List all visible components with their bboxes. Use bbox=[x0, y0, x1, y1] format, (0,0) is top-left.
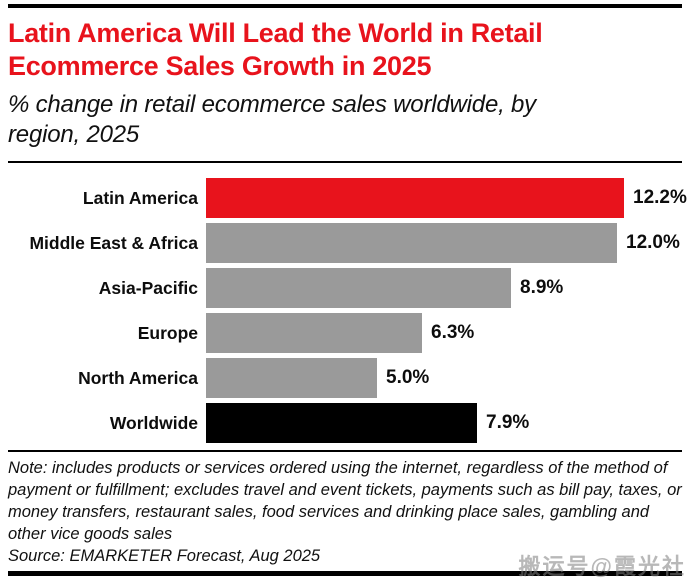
chart-row-north-america: North America 5.0% bbox=[8, 358, 690, 398]
chart-subtitle-line1: % change in retail ecommerce sales world… bbox=[8, 91, 536, 118]
bar-latin-america bbox=[206, 178, 624, 218]
category-label-europe: Europe bbox=[137, 322, 198, 343]
value-label-europe: 6.3% bbox=[431, 322, 475, 343]
value-label-worldwide: 7.9% bbox=[486, 412, 530, 433]
bar-chart: Latin America 12.2% Middle East & Africa 12… bbox=[8, 178, 690, 443]
chart-title-line2: Ecommerce Sales Growth in 2025 bbox=[8, 51, 432, 81]
bar-track-middle-east-africa: 12.0% bbox=[206, 223, 690, 263]
category-label-worldwide: Worldwide bbox=[109, 412, 198, 433]
footer-bar: 354217 EMARKETER bbox=[8, 581, 682, 585]
chart-row-worldwide: Worldwide 7.9% bbox=[8, 403, 690, 443]
chart-row-middle-east-africa: Middle East & Africa 12.0% bbox=[8, 223, 690, 263]
bar-north-america bbox=[206, 358, 377, 398]
bar-track-worldwide: 7.9% bbox=[206, 403, 690, 443]
chart-title: Latin America Will Lead the World in Ret… bbox=[8, 17, 682, 83]
chart-row-europe: Europe 6.3% bbox=[8, 313, 690, 353]
footnote-text: Note: includes products or services orde… bbox=[8, 459, 682, 543]
chart-subtitle: % change in retail ecommerce sales world… bbox=[8, 90, 682, 150]
source-text: Source: EMARKETER Forecast, Aug 2025 bbox=[8, 547, 321, 565]
value-label-north-america: 5.0% bbox=[386, 367, 430, 388]
chart-title-line1: Latin America Will Lead the World in Ret… bbox=[8, 18, 543, 48]
chart-row-asia-pacific: Asia-Pacific 8.9% bbox=[8, 268, 690, 308]
bar-worldwide bbox=[206, 403, 477, 443]
category-label-north-america: North America bbox=[78, 367, 198, 388]
category-label-middle-east-africa: Middle East & Africa bbox=[29, 232, 198, 253]
value-label-latin-america: 12.2% bbox=[633, 187, 687, 208]
top-rule bbox=[8, 4, 682, 8]
bar-track-europe: 6.3% bbox=[206, 313, 690, 353]
header-divider-rule bbox=[8, 161, 682, 163]
bar-middle-east-africa bbox=[206, 223, 617, 263]
bar-track-north-america: 5.0% bbox=[206, 358, 690, 398]
bar-europe bbox=[206, 313, 422, 353]
bottom-rule bbox=[8, 571, 682, 576]
footnote-divider-rule bbox=[8, 450, 682, 452]
category-label-asia-pacific: Asia-Pacific bbox=[98, 277, 198, 298]
value-label-asia-pacific: 8.9% bbox=[520, 277, 564, 298]
chart-row-latin-america: Latin America 12.2% bbox=[8, 178, 690, 218]
bar-asia-pacific bbox=[206, 268, 511, 308]
bar-track-latin-america: 12.2% bbox=[206, 178, 690, 218]
category-label-latin-america: Latin America bbox=[82, 187, 198, 208]
value-label-middle-east-africa: 12.0% bbox=[626, 232, 680, 253]
bar-track-asia-pacific: 8.9% bbox=[206, 268, 690, 308]
chart-subtitle-line2: region, 2025 bbox=[8, 121, 140, 148]
